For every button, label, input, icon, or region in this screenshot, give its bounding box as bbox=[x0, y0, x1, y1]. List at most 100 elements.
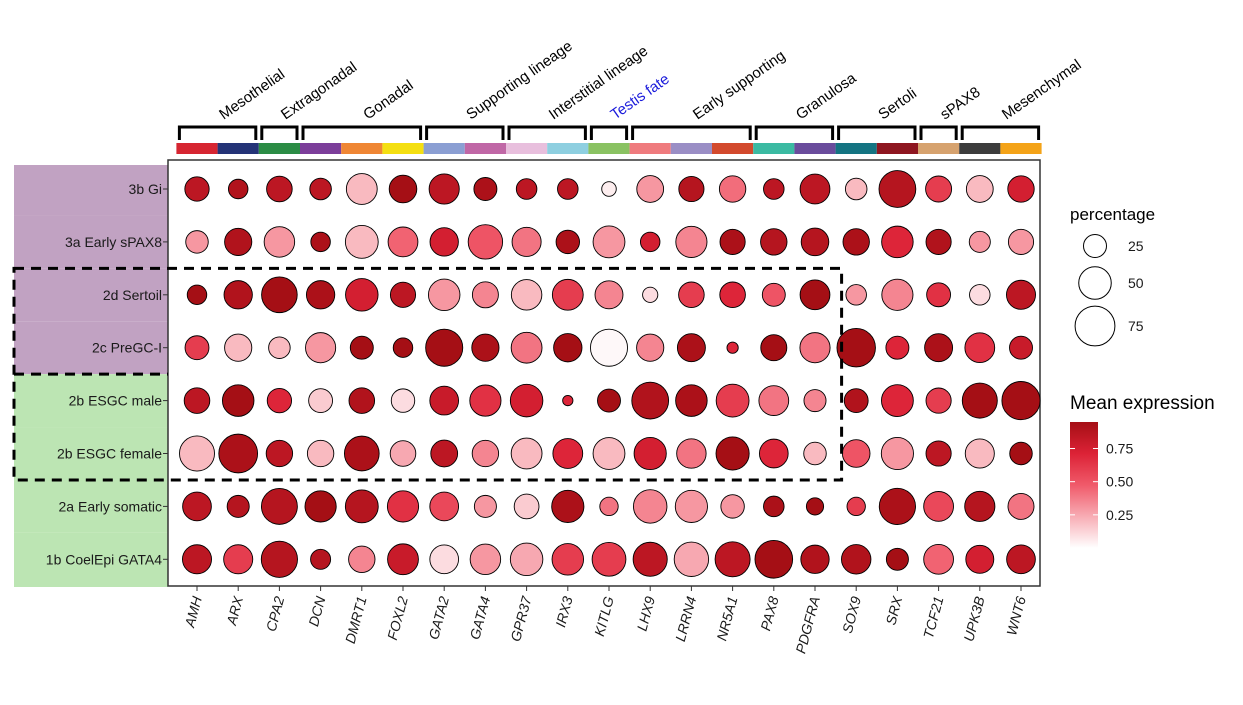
dot bbox=[803, 441, 827, 466]
mean-expression-colorbar bbox=[1070, 422, 1098, 548]
group-bracket bbox=[507, 125, 587, 140]
row-label: 2a Early somatic bbox=[59, 498, 162, 514]
group-label: Gonadal bbox=[360, 77, 416, 123]
dot bbox=[261, 276, 298, 314]
dot bbox=[388, 174, 418, 204]
size-legend-label: 75 bbox=[1128, 318, 1144, 334]
dot bbox=[184, 335, 210, 361]
colorbar-label: 0.50 bbox=[1106, 474, 1133, 490]
dot bbox=[309, 177, 332, 201]
group-bracket bbox=[631, 125, 752, 140]
size-legend-dot bbox=[1074, 305, 1116, 347]
dot bbox=[510, 279, 543, 311]
dot bbox=[553, 333, 583, 363]
dot bbox=[555, 229, 580, 255]
dot bbox=[636, 333, 665, 362]
dot bbox=[760, 334, 788, 362]
dot bbox=[592, 437, 626, 470]
dot bbox=[345, 278, 379, 312]
dot bbox=[562, 395, 574, 407]
dot bbox=[1006, 544, 1036, 575]
dot bbox=[427, 278, 461, 312]
dot bbox=[1006, 279, 1036, 310]
gene-color-cell bbox=[835, 143, 877, 154]
dot bbox=[925, 228, 952, 255]
dot bbox=[597, 388, 621, 413]
dot bbox=[803, 389, 827, 413]
dot bbox=[590, 328, 628, 367]
dot bbox=[392, 337, 414, 358]
dot bbox=[881, 225, 914, 259]
percentage-legend-title: percentage bbox=[1070, 205, 1155, 224]
dot bbox=[1009, 335, 1033, 360]
row-label: 1b CoelEpi GATA4 bbox=[46, 551, 162, 567]
dot bbox=[343, 435, 380, 472]
mean-expression-legend-title: Mean expression bbox=[1070, 393, 1215, 414]
row-band bbox=[14, 427, 168, 480]
dot bbox=[310, 548, 332, 570]
dot bbox=[348, 545, 376, 573]
gene-label: PDGFRA bbox=[792, 595, 823, 655]
dot bbox=[633, 489, 668, 524]
dot bbox=[185, 230, 209, 254]
dot bbox=[557, 178, 579, 200]
dot bbox=[348, 387, 376, 414]
dot bbox=[720, 494, 745, 519]
dot bbox=[344, 225, 379, 259]
dot bbox=[513, 493, 540, 520]
dot bbox=[925, 387, 952, 414]
gene-label: SOX9 bbox=[839, 594, 864, 634]
dot bbox=[846, 496, 866, 517]
row-label: 2d Sertoil bbox=[103, 287, 162, 303]
colorbar-label: 0.75 bbox=[1106, 441, 1133, 457]
dot bbox=[1009, 441, 1033, 466]
dot bbox=[675, 384, 708, 417]
percentage-legend: percentage 25 50 75 bbox=[1070, 205, 1155, 347]
dot bbox=[675, 225, 708, 258]
dot bbox=[631, 381, 670, 420]
dot bbox=[510, 331, 543, 364]
dot bbox=[429, 385, 460, 416]
dot bbox=[836, 328, 876, 368]
gene-color-cell bbox=[217, 143, 259, 154]
dot bbox=[881, 384, 914, 417]
dot bbox=[719, 281, 746, 309]
dot bbox=[632, 541, 668, 577]
dot bbox=[800, 544, 830, 574]
row-band bbox=[14, 268, 168, 322]
dot bbox=[304, 490, 337, 523]
dot bbox=[473, 177, 498, 201]
dot bbox=[389, 440, 417, 467]
group-bracket bbox=[960, 125, 1041, 140]
gene-color-cell bbox=[670, 143, 712, 154]
row-band bbox=[14, 479, 168, 533]
group-bracket bbox=[837, 125, 917, 140]
gene-label: CPA2 bbox=[263, 594, 288, 633]
dot bbox=[673, 541, 710, 577]
dot bbox=[591, 541, 627, 577]
dot bbox=[221, 384, 255, 417]
gene-color-cell bbox=[547, 143, 589, 154]
dot bbox=[552, 438, 584, 469]
colorbar-label: 0.25 bbox=[1106, 507, 1133, 523]
dot bbox=[387, 543, 419, 576]
gene-color-cell bbox=[712, 143, 754, 154]
dot bbox=[719, 228, 746, 255]
dot bbox=[758, 385, 790, 416]
gene-label: NR5A1 bbox=[713, 595, 740, 643]
dot bbox=[182, 544, 212, 575]
dot bbox=[878, 170, 917, 208]
row-label: 2b ESGC male bbox=[69, 393, 163, 409]
group-bracket bbox=[301, 125, 423, 140]
dot bbox=[226, 494, 250, 518]
dot bbox=[763, 495, 785, 518]
dot bbox=[714, 541, 751, 578]
dot bbox=[551, 278, 584, 311]
gene-color-cell bbox=[794, 143, 836, 154]
dot bbox=[964, 438, 995, 469]
group-bracket bbox=[425, 125, 505, 140]
gene-label: TCF21 bbox=[920, 595, 947, 640]
gene-color-cell bbox=[876, 143, 918, 154]
dot bbox=[715, 383, 750, 418]
gene-color-cell bbox=[588, 143, 630, 154]
